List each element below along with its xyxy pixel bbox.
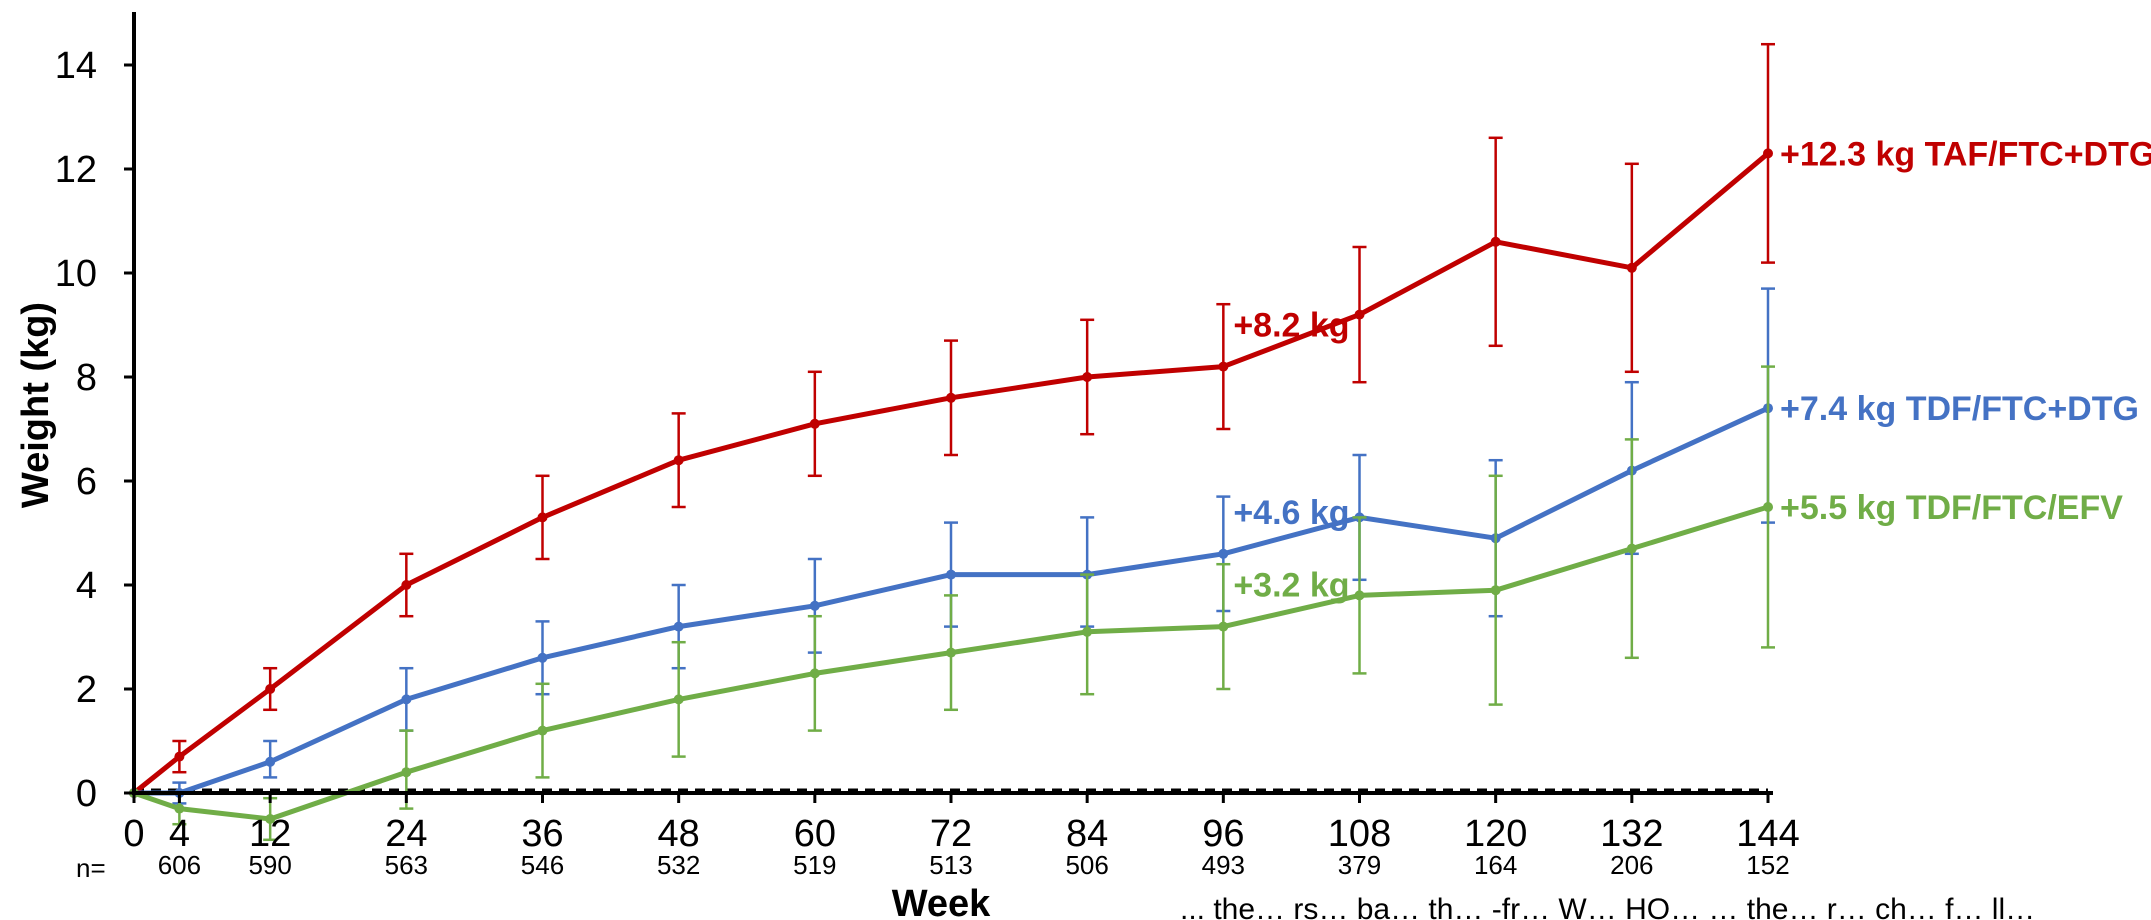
data-point — [265, 684, 276, 694]
y-tick-label: 14 — [55, 45, 97, 87]
data-point — [1626, 262, 1637, 273]
n-count-label: 379 — [1338, 850, 1381, 880]
series-line — [134, 405, 1770, 796]
data-point — [946, 647, 956, 658]
x-tick-label: 24 — [385, 813, 427, 855]
data-point — [1354, 590, 1365, 601]
y-tick-label: 8 — [76, 357, 97, 399]
data-point — [265, 814, 276, 824]
x-tick-label: 120 — [1464, 813, 1527, 855]
footnote-text: ... the… rs… ba… th… -fr… W… HO… … the… … — [1180, 893, 2035, 920]
n-count-label: 546 — [521, 850, 564, 880]
x-tick-label: 144 — [1736, 813, 1799, 855]
data-point — [265, 756, 276, 767]
series-end-label: +5.5 kg TDF/FTC/EFV — [1780, 489, 2123, 527]
data-point — [673, 694, 684, 705]
series-end-label: +7.4 kg TDF/FTC+DTG — [1780, 390, 2139, 428]
data-point — [673, 455, 684, 466]
y-tick-label: 12 — [55, 149, 97, 191]
series-line — [132, 151, 1770, 795]
x-tick-label: 84 — [1066, 813, 1108, 855]
x-tick-label: 0 — [123, 813, 144, 855]
n-count-label: 164 — [1474, 850, 1517, 880]
data-point — [401, 694, 412, 705]
x-tick-label: 4 — [169, 813, 190, 855]
data-point — [1218, 361, 1229, 372]
n-count-label: 590 — [248, 850, 291, 880]
data-point — [673, 621, 684, 632]
n-count-label: 532 — [657, 850, 700, 880]
series-taf-ftc-dtg — [129, 42, 1775, 798]
y-axis-title: Weight (kg) — [15, 302, 57, 508]
data-point — [537, 512, 548, 523]
data-point — [401, 767, 412, 778]
annotation-label: +8.2 kg — [1233, 307, 1349, 345]
x-tick-label: 48 — [658, 813, 700, 855]
series-end-label: +12.3 kg TAF/FTC+DTG — [1780, 135, 2151, 173]
x-axis-title: Week — [892, 883, 991, 920]
y-tick-label: 6 — [76, 461, 97, 503]
n-count-label: 206 — [1610, 850, 1653, 880]
data-point — [1082, 626, 1093, 637]
data-point — [809, 418, 820, 429]
data-point — [1490, 236, 1501, 247]
x-tick-label: 96 — [1202, 813, 1244, 855]
series-tdf-ftc-efv — [129, 365, 1775, 842]
data-point — [401, 580, 412, 590]
x-tick-label: 60 — [794, 813, 836, 855]
n-count-label: 563 — [385, 850, 428, 880]
data-point — [946, 569, 956, 580]
n-count-label: 493 — [1202, 850, 1245, 880]
n-count-label: 606 — [158, 850, 201, 880]
n-count-label: 513 — [929, 850, 972, 880]
data-point — [809, 668, 820, 679]
n-count-label: 152 — [1746, 850, 1789, 880]
ticks-layer — [124, 63, 1770, 803]
n-count-label: 519 — [793, 850, 836, 880]
data-point — [537, 725, 548, 736]
y-tick-label: 4 — [76, 565, 97, 607]
data-point — [1490, 585, 1501, 596]
data-point — [1763, 502, 1773, 512]
data-point — [1082, 372, 1093, 382]
data-point — [1626, 543, 1637, 554]
data-point — [1354, 309, 1365, 320]
x-tick-label: 36 — [521, 813, 563, 855]
n-count-label: 506 — [1065, 850, 1108, 880]
data-point — [174, 751, 185, 762]
annotation-label: +4.6 kg — [1233, 494, 1349, 532]
data-point — [1763, 148, 1773, 159]
data-point — [174, 803, 185, 814]
series-layer — [129, 42, 1775, 842]
y-tick-label: 10 — [55, 253, 97, 295]
x-tick-label: 108 — [1328, 813, 1391, 855]
data-point — [809, 600, 820, 611]
data-point — [1218, 548, 1229, 559]
x-tick-label: 12 — [249, 813, 291, 855]
x-tick-label: 72 — [930, 813, 972, 855]
x-tick-label: 132 — [1600, 813, 1663, 855]
annotation-label: +3.2 kg — [1233, 567, 1349, 605]
y-tick-label: 0 — [76, 773, 97, 815]
data-point — [1218, 621, 1229, 632]
series-line — [133, 504, 1769, 822]
data-point — [537, 652, 548, 663]
y-tick-label: 2 — [76, 669, 97, 711]
n-prefix: n= — [76, 853, 106, 883]
data-point — [946, 392, 956, 403]
